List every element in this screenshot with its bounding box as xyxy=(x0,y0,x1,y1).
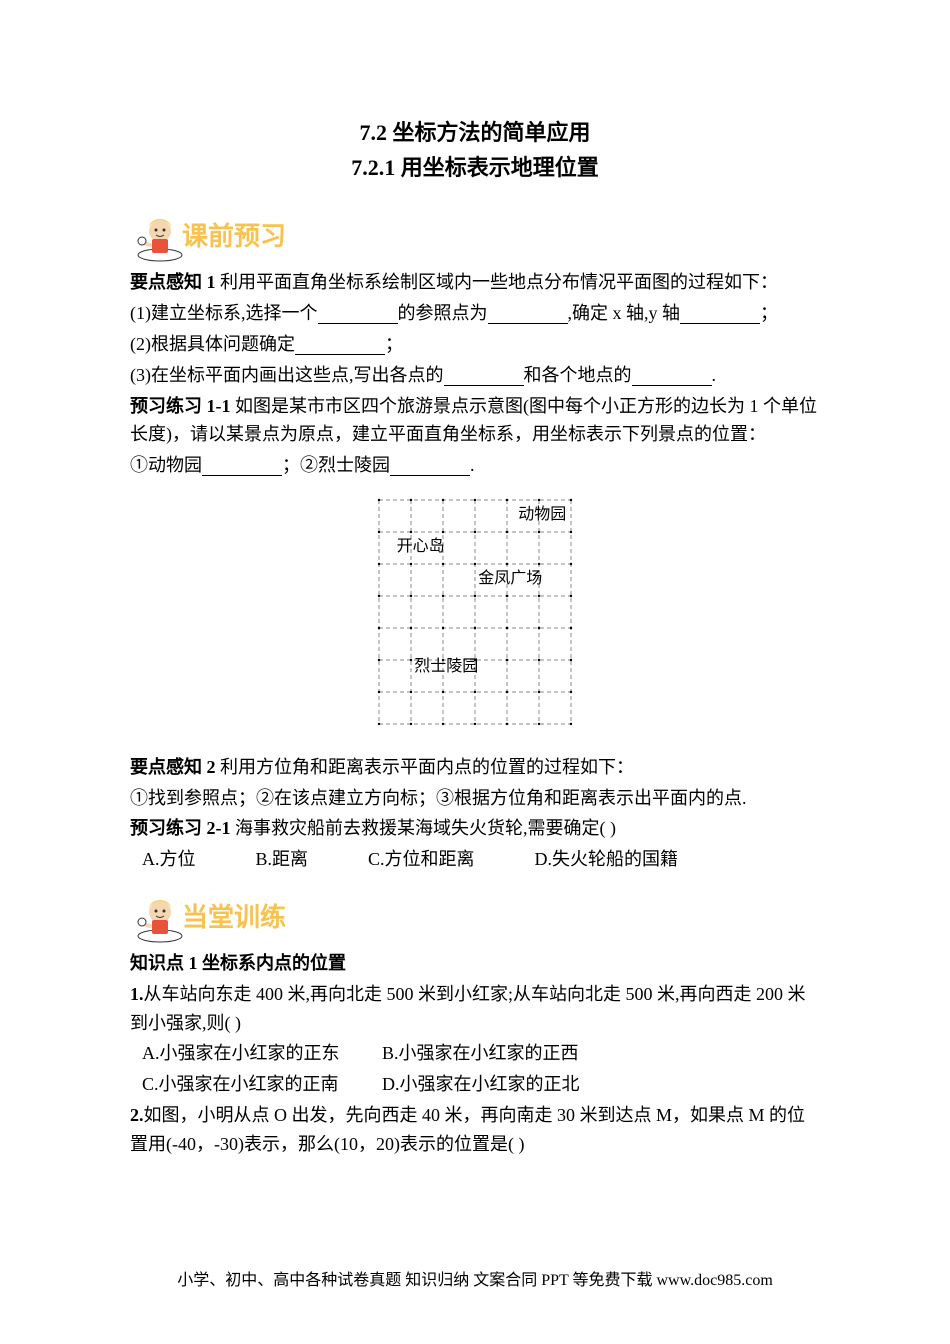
q1-label: 1. xyxy=(130,984,144,1004)
exercise1-label: 预习练习 1-1 xyxy=(130,396,231,416)
blank xyxy=(318,306,398,324)
e1-prefix: ①动物园 xyxy=(130,455,202,475)
point1: 要点感知 1 利用平面直角坐标系绘制区域内一些地点分布情况平面图的过程如下： xyxy=(130,268,820,297)
q1-opts-row1: A.小强家在小红家的正东B.小强家在小红家的正西 xyxy=(142,1039,820,1068)
point1-text: 利用平面直角坐标系绘制区域内一些地点分布情况平面图的过程如下： xyxy=(216,272,779,292)
p1s3-end: . xyxy=(712,365,717,385)
exercise2-text: 海事救灾船前去救援某海域失火货轮,需要确定( ) xyxy=(231,818,617,838)
q1: 1.从车站向东走 400 米,再向北走 500 米到小红家;从车站向北走 500… xyxy=(130,980,820,1038)
point2-text: 利用方位角和距离表示平面内点的位置的过程如下： xyxy=(216,757,635,777)
point2-sub: ①找到参照点；②在该点建立方向标；③根据方位角和距离表示出平面内的点. xyxy=(130,784,820,813)
main-title: 7.2 坐标方法的简单应用 xyxy=(130,115,820,150)
opt-d: D.失火轮船的国籍 xyxy=(535,845,679,874)
blank xyxy=(632,368,712,386)
knowledge1: 知识点 1 坐标系内点的位置 xyxy=(130,949,820,978)
opt-c: C.方位和距离 xyxy=(368,845,475,874)
section-2-label: 当堂训练 xyxy=(182,902,286,932)
blank xyxy=(488,306,568,324)
blank xyxy=(444,368,524,386)
point1-sub2: (2)根据具体问题确定 ； xyxy=(130,330,820,359)
p1s2-prefix: (2)根据具体问题确定 xyxy=(130,334,295,354)
point1-sub3: (3)在坐标平面内画出这些点,写出各点的 和各个地点的. xyxy=(130,361,820,390)
opt-b: B.距离 xyxy=(256,845,309,874)
exercise1-text: 如图是某市市区四个旅游景点示意图(图中每个小正方形的边长为 1 个单位长度)，请… xyxy=(130,396,817,445)
point1-label: 要点感知 1 xyxy=(130,272,216,292)
section-header-2: 当堂训练 xyxy=(130,884,820,944)
blank xyxy=(202,458,282,476)
point1-sub1: (1)建立坐标系,选择一个 的参照点为 ,确定 x 轴,y 轴 ； xyxy=(130,299,820,328)
point2: 要点感知 2 利用方位角和距离表示平面内点的位置的过程如下： xyxy=(130,753,820,782)
svg-text:动物园: 动物园 xyxy=(518,505,566,523)
blank xyxy=(295,337,385,355)
svg-text:开心岛: 开心岛 xyxy=(397,537,445,555)
sub-title: 7.2.1 用坐标表示地理位置 xyxy=(130,150,820,185)
blank xyxy=(680,306,760,324)
point2-label: 要点感知 2 xyxy=(130,757,216,777)
e1-end: . xyxy=(470,455,475,475)
svg-text:烈士陵园: 烈士陵园 xyxy=(414,657,478,675)
map-grid: 动物园开心岛金凤广场烈士陵园 xyxy=(130,490,820,743)
opt-a: A.方位 xyxy=(142,845,196,874)
p1s1-end: ； xyxy=(760,303,778,323)
q1-opt-c: C.小强家在小红家的正南 xyxy=(142,1070,382,1099)
q2: 2.如图，小明从点 O 出发，先向西走 40 米，再向南走 30 米到达点 M，… xyxy=(130,1101,820,1159)
section-header-1: 课前预习 xyxy=(130,203,820,263)
q2-label: 2. xyxy=(130,1105,144,1125)
exercise2-label: 预习练习 2-1 xyxy=(130,818,231,838)
blank xyxy=(390,458,470,476)
q1-opts-row2: C.小强家在小红家的正南D.小强家在小红家的正北 xyxy=(142,1070,820,1099)
exercise1-items: ①动物园 ；②烈士陵园. xyxy=(130,451,820,480)
p1s1-mid2: ,确定 x 轴,y 轴 xyxy=(568,303,681,323)
p1s3-prefix: (3)在坐标平面内画出这些点,写出各点的 xyxy=(130,365,444,385)
q2-text: 如图，小明从点 O 出发，先向西走 40 米，再向南走 30 米到达点 M，如果… xyxy=(130,1105,805,1154)
exercise1: 预习练习 1-1 如图是某市市区四个旅游景点示意图(图中每个小正方形的边长为 1… xyxy=(130,392,820,450)
p1s3-mid: 和各个地点的 xyxy=(524,365,632,385)
p1s2-end: ； xyxy=(385,334,403,354)
exercise2-options: A.方位 B.距离 C.方位和距离 D.失火轮船的国籍 xyxy=(142,845,820,874)
p1s1-mid1: 的参照点为 xyxy=(398,303,488,323)
q1-text: 从车站向东走 400 米,再向北走 500 米到小红家;从车站向北走 500 米… xyxy=(130,984,806,1033)
exercise2: 预习练习 2-1 海事救灾船前去救援某海域失火货轮,需要确定( ) xyxy=(130,814,820,843)
q1-opt-b: B.小强家在小红家的正西 xyxy=(382,1043,579,1063)
p1s1-prefix: (1)建立坐标系,选择一个 xyxy=(130,303,318,323)
page-footer: 小学、初中、高中各种试卷真题 知识归纳 文案合同 PPT 等免费下载 www.d… xyxy=(0,1268,950,1294)
section-1-label: 课前预习 xyxy=(182,221,286,251)
svg-text:金凤广场: 金凤广场 xyxy=(478,569,542,587)
e1-mid: ；②烈士陵园 xyxy=(282,455,390,475)
q1-opt-d: D.小强家在小红家的正北 xyxy=(382,1074,580,1094)
q1-opt-a: A.小强家在小红家的正东 xyxy=(142,1039,382,1068)
